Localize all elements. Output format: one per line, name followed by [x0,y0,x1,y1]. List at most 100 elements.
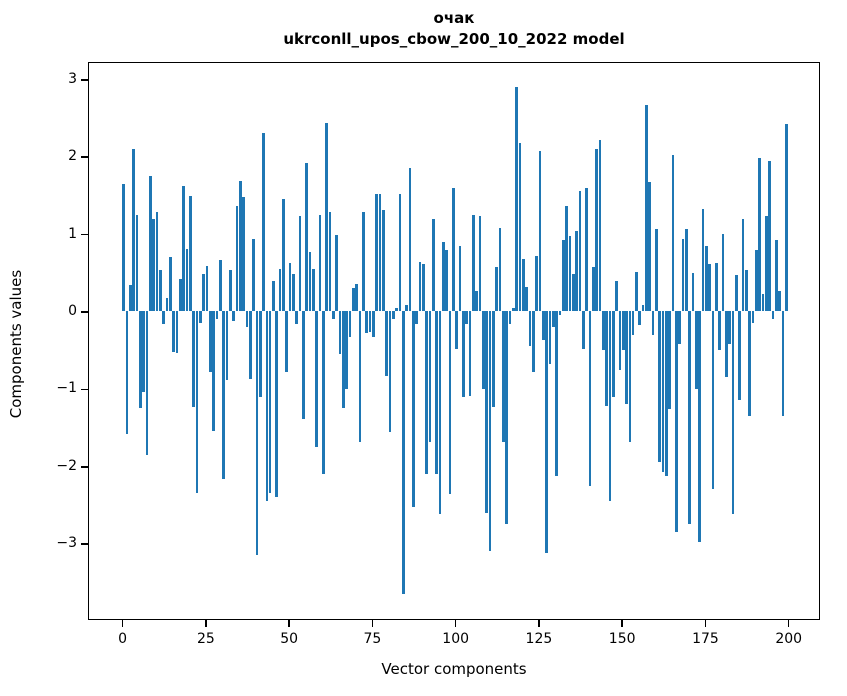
bar [445,250,448,312]
bar [588,311,592,486]
bar [641,305,645,312]
bar [148,176,152,312]
bar [405,305,409,312]
bar [685,229,688,312]
bar [268,311,272,494]
bar [152,219,155,312]
bar [452,188,455,312]
bar [461,311,465,398]
bar [362,212,365,312]
bar [168,256,172,312]
y-tick-label: 3 [68,70,77,87]
bar [558,311,562,316]
bar [432,219,435,312]
bar [698,311,702,543]
x-tick-mark [288,620,290,627]
bar [385,311,389,376]
bar [465,311,468,324]
bar [545,311,548,553]
x-tick-label: 100 [442,631,470,647]
bar [711,311,715,490]
bar [455,311,458,349]
bar [468,311,472,396]
bar [688,311,692,524]
bar [272,280,275,312]
bar [725,311,728,378]
bar [548,311,552,365]
y-tick-label: 0 [68,302,77,319]
bar [651,311,655,335]
bar [481,311,485,389]
bar [315,311,319,447]
bar [392,311,395,320]
bar [302,311,305,420]
bar [768,160,772,312]
bar [265,311,269,502]
bar [648,182,652,312]
bar [511,307,515,312]
bar [155,212,159,312]
bar [578,190,582,312]
bar [491,311,495,408]
bar [375,193,379,312]
y-tick-mark [81,233,88,236]
bar [235,206,239,312]
bar [638,311,642,326]
bar [508,311,512,324]
x-tick-label: 200 [775,631,803,647]
bar [345,311,349,389]
bar [745,270,748,312]
bar [581,311,585,349]
bar [158,269,162,312]
bar [785,124,788,312]
bar [192,311,195,408]
bar [188,196,192,312]
bar [731,311,735,515]
x-tick-label: 25 [196,631,215,647]
bar [518,142,522,312]
bar [665,311,668,476]
bar [595,148,598,312]
x-tick-mark [454,620,457,627]
bar [342,311,345,409]
bar [298,215,302,312]
bar [618,311,622,371]
bar [252,238,255,312]
bar [471,214,475,312]
bar [368,311,372,333]
x-axis-label: Vector components [381,660,527,678]
y-axis-label: Components values [7,269,25,419]
bar [415,311,419,324]
bar [325,123,329,312]
bar [242,196,245,312]
bar [598,140,602,312]
chart-title-word: очак [433,9,475,27]
bar [128,285,132,312]
bar [402,311,405,594]
bar [708,264,712,312]
bar [412,311,415,508]
y-tick-mark [81,311,88,313]
bar [238,181,242,312]
bar [488,311,492,552]
bar [288,263,292,312]
bar [628,311,632,443]
bar [555,311,558,476]
bar [668,311,672,409]
bar [388,311,392,433]
bar [751,311,755,324]
bar [435,311,438,474]
bar [338,311,342,355]
bar [355,284,359,312]
x-tick-mark [371,620,374,627]
bar [438,311,442,515]
bar [248,311,252,379]
bar [571,273,575,312]
bar [605,311,608,406]
bar [485,311,488,513]
bar [215,311,219,320]
bar [678,311,682,344]
bar [615,280,618,312]
bar [142,311,145,392]
bar [765,215,768,312]
